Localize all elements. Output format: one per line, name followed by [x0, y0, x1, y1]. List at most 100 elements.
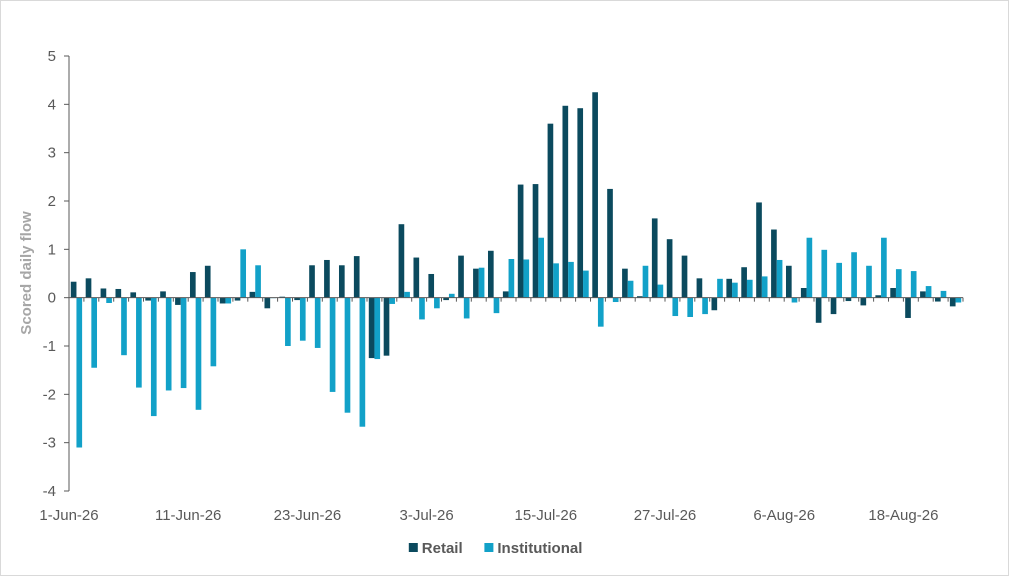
institutional-bar: [91, 297, 98, 368]
retail-bar: [398, 224, 405, 298]
institutional-bar: [895, 269, 902, 298]
institutional-bar: [568, 261, 574, 298]
institutional-bar: [821, 249, 828, 298]
institutional-bar: [240, 249, 247, 298]
institutional-bar: [434, 297, 440, 309]
institutional-bar: [523, 259, 530, 298]
institutional-bar: [866, 265, 872, 298]
retail-bar: [413, 257, 420, 298]
institutional-bar: [806, 237, 813, 298]
x-tick-label: 23-Jun-26: [274, 507, 342, 524]
institutional-bar: [508, 259, 515, 298]
retail-bar: [353, 256, 360, 298]
retail-bar: [502, 291, 509, 298]
retail-bar: [771, 229, 777, 298]
y-tick-label: 4: [48, 96, 56, 113]
y-tick-label: 2: [48, 193, 56, 210]
institutional-bar: [672, 297, 679, 317]
retail-bar: [815, 297, 822, 323]
x-axis: 1-Jun-26 11-Jun-26 23-Jun-26 3-Jul-26 15-Jul…: [39, 297, 964, 524]
institutional-bar: [597, 297, 604, 327]
retail-bar: [800, 288, 807, 298]
retail-bar: [219, 297, 226, 304]
institutional-bar: [389, 297, 396, 304]
institutional-bar: [344, 297, 351, 413]
retail-bar: [726, 278, 733, 298]
retail-bar: [860, 297, 867, 306]
retail-bar: [920, 291, 926, 298]
institutional-bar: [493, 297, 500, 314]
retail-bar: [264, 297, 271, 309]
institutional-bar: [955, 297, 962, 303]
retail-bar: [115, 288, 122, 298]
y-tick-label: 5: [48, 48, 56, 65]
retail-bar: [487, 250, 494, 298]
retail-bar: [309, 265, 315, 298]
retail-bar: [830, 297, 837, 315]
institutional-bar: [195, 297, 202, 410]
retail-bar: [70, 281, 77, 298]
retail-bar: [85, 278, 92, 298]
institutional-bar: [761, 276, 768, 298]
institutional-bar: [329, 297, 336, 392]
retail-bar: [189, 272, 196, 298]
x-tick-label: 3-Jul-26: [399, 507, 453, 524]
institutional-bar: [478, 267, 485, 298]
institutional-bar: [583, 270, 589, 298]
y-tick-label: -3: [43, 435, 56, 452]
y-tick-label: 0: [48, 290, 56, 307]
institutional-bar: [776, 259, 783, 298]
institutional-bar: [121, 297, 127, 356]
x-tick-label: 6-Aug-26: [753, 507, 815, 524]
institutional-bar: [538, 237, 545, 298]
institutional-bar: [136, 297, 142, 388]
retail-bar: [100, 288, 107, 298]
retail-bar: [130, 292, 137, 298]
retail-bar: [532, 184, 539, 298]
institutional-bar: [642, 265, 649, 298]
institutional-bar: [881, 237, 887, 298]
institutional-bar: [612, 297, 619, 303]
institutional-bar: [419, 297, 425, 320]
retail-bar: [651, 218, 658, 298]
institutional-bar: [374, 297, 381, 360]
y-axis-label: Scored daily flow: [18, 211, 35, 335]
retail-bar: [577, 108, 584, 298]
retail-bar: [473, 268, 479, 298]
y-tick-label: 1: [48, 241, 56, 258]
institutional-bar: [165, 297, 172, 391]
retail-bar: [383, 297, 390, 356]
institutional-bar: [657, 284, 664, 298]
retail-bar: [666, 239, 673, 298]
retail-bar: [622, 268, 628, 298]
retail-bar: [949, 297, 956, 307]
institutional-bar: [255, 265, 261, 298]
institutional-bar: [791, 297, 798, 303]
institutional-bar: [910, 271, 917, 298]
institutional-bar: [359, 297, 366, 427]
retail-bar: [204, 265, 211, 298]
legend: Retail Institutional: [408, 540, 582, 557]
bars-group: [70, 92, 962, 448]
institutional-bar: [285, 297, 291, 346]
retail-bar: [875, 295, 882, 298]
retail-bar: [443, 297, 449, 301]
retail-bar: [607, 188, 613, 298]
institutional-bar: [210, 297, 217, 367]
retail-bar: [547, 123, 554, 298]
retail-bar: [845, 297, 852, 302]
retail-bar: [934, 297, 941, 302]
x-tick-label: 27-Jul-26: [634, 507, 697, 524]
retail-bar: [368, 297, 375, 359]
retail-bar: [517, 184, 524, 298]
retail-bar: [324, 259, 330, 298]
retail-bar: [681, 255, 688, 298]
institutional-bar: [299, 297, 306, 341]
institutional-bar: [448, 293, 455, 298]
institutional-bar: [746, 279, 753, 298]
institutional-bar: [150, 297, 157, 417]
x-tick-label: 11-Jun-26: [155, 507, 221, 524]
legend-swatch-retail: [408, 543, 418, 552]
